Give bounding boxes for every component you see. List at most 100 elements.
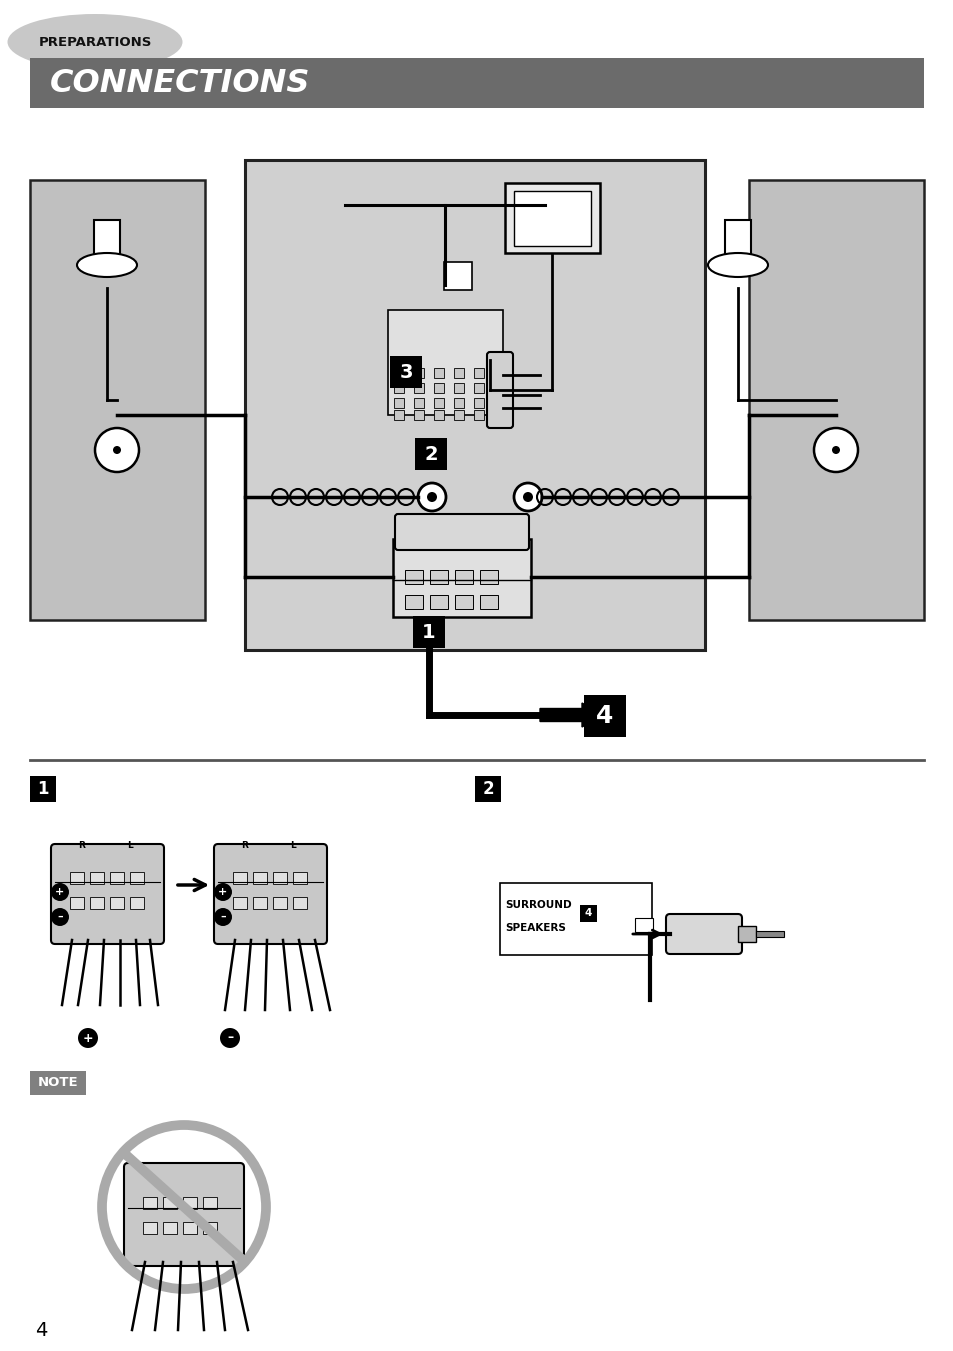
Bar xyxy=(233,871,247,884)
Bar xyxy=(474,382,483,393)
Circle shape xyxy=(514,484,541,511)
Bar xyxy=(454,409,463,420)
Text: NOTE: NOTE xyxy=(38,1077,78,1089)
Bar xyxy=(253,897,267,909)
Bar xyxy=(30,1071,86,1096)
Bar xyxy=(163,1197,177,1209)
Bar xyxy=(394,399,403,408)
Bar xyxy=(755,931,783,938)
Bar xyxy=(474,409,483,420)
Text: 2: 2 xyxy=(481,780,494,798)
Bar xyxy=(434,382,443,393)
Bar xyxy=(293,897,307,909)
Bar xyxy=(454,367,463,378)
Bar xyxy=(579,905,597,921)
Text: 1: 1 xyxy=(422,623,436,642)
Text: R: R xyxy=(241,842,248,850)
Bar xyxy=(434,409,443,420)
Text: +: + xyxy=(55,888,65,897)
Bar xyxy=(90,897,104,909)
Circle shape xyxy=(213,884,232,901)
Text: 2: 2 xyxy=(424,444,437,463)
Bar xyxy=(110,871,124,884)
Bar xyxy=(474,367,483,378)
Text: R: R xyxy=(78,842,86,850)
Bar xyxy=(143,1197,157,1209)
Bar xyxy=(390,357,421,388)
Bar xyxy=(130,897,144,909)
Text: 4: 4 xyxy=(583,908,591,917)
Bar xyxy=(163,1223,177,1233)
Bar xyxy=(183,1197,196,1209)
Bar xyxy=(273,871,287,884)
Bar xyxy=(499,884,651,955)
Bar xyxy=(253,871,267,884)
Bar xyxy=(203,1197,216,1209)
Bar xyxy=(233,897,247,909)
Text: –: – xyxy=(227,1032,233,1044)
Bar xyxy=(430,594,448,609)
Bar xyxy=(479,594,497,609)
FancyBboxPatch shape xyxy=(665,915,741,954)
Bar xyxy=(183,1223,196,1233)
Circle shape xyxy=(813,428,857,471)
Bar xyxy=(504,182,599,253)
Bar xyxy=(245,159,704,650)
Circle shape xyxy=(417,484,446,511)
Circle shape xyxy=(522,492,533,503)
Bar xyxy=(273,897,287,909)
Bar xyxy=(70,897,84,909)
Text: CONNECTIONS: CONNECTIONS xyxy=(50,68,310,99)
Bar xyxy=(293,871,307,884)
Bar xyxy=(393,539,531,617)
Text: 4: 4 xyxy=(596,704,613,728)
Bar xyxy=(748,180,923,620)
Bar xyxy=(434,367,443,378)
Text: –: – xyxy=(220,912,226,921)
Bar xyxy=(30,775,56,802)
Text: L: L xyxy=(290,842,295,850)
Bar xyxy=(414,409,423,420)
Circle shape xyxy=(95,428,139,471)
Bar xyxy=(474,399,483,408)
Bar xyxy=(443,262,472,290)
Bar xyxy=(475,775,500,802)
Bar xyxy=(583,694,625,738)
Bar xyxy=(635,917,652,932)
Bar xyxy=(434,399,443,408)
Circle shape xyxy=(831,446,840,454)
Circle shape xyxy=(112,446,121,454)
Bar xyxy=(738,925,755,942)
Bar xyxy=(413,616,444,648)
Text: –: – xyxy=(57,912,63,921)
FancyBboxPatch shape xyxy=(51,844,164,944)
Text: +: + xyxy=(83,1032,93,1044)
Bar xyxy=(455,594,473,609)
FancyBboxPatch shape xyxy=(213,844,327,944)
Bar xyxy=(414,399,423,408)
Bar xyxy=(30,58,923,108)
Bar xyxy=(30,180,205,620)
Bar xyxy=(414,382,423,393)
Bar xyxy=(430,570,448,584)
Circle shape xyxy=(51,884,69,901)
Circle shape xyxy=(427,492,436,503)
Bar xyxy=(110,897,124,909)
Circle shape xyxy=(51,908,69,925)
Ellipse shape xyxy=(707,253,767,277)
Bar xyxy=(394,382,403,393)
Bar xyxy=(479,570,497,584)
Bar xyxy=(414,367,423,378)
Text: SURROUND: SURROUND xyxy=(504,900,571,911)
Bar xyxy=(405,570,422,584)
Bar xyxy=(394,409,403,420)
Bar xyxy=(130,871,144,884)
Bar xyxy=(724,220,750,265)
FancyArrow shape xyxy=(539,703,603,727)
Bar xyxy=(454,399,463,408)
Text: SPEAKERS: SPEAKERS xyxy=(504,923,565,934)
Text: PREPARATIONS: PREPARATIONS xyxy=(38,35,152,49)
Bar xyxy=(454,382,463,393)
Bar xyxy=(455,570,473,584)
Bar xyxy=(405,594,422,609)
